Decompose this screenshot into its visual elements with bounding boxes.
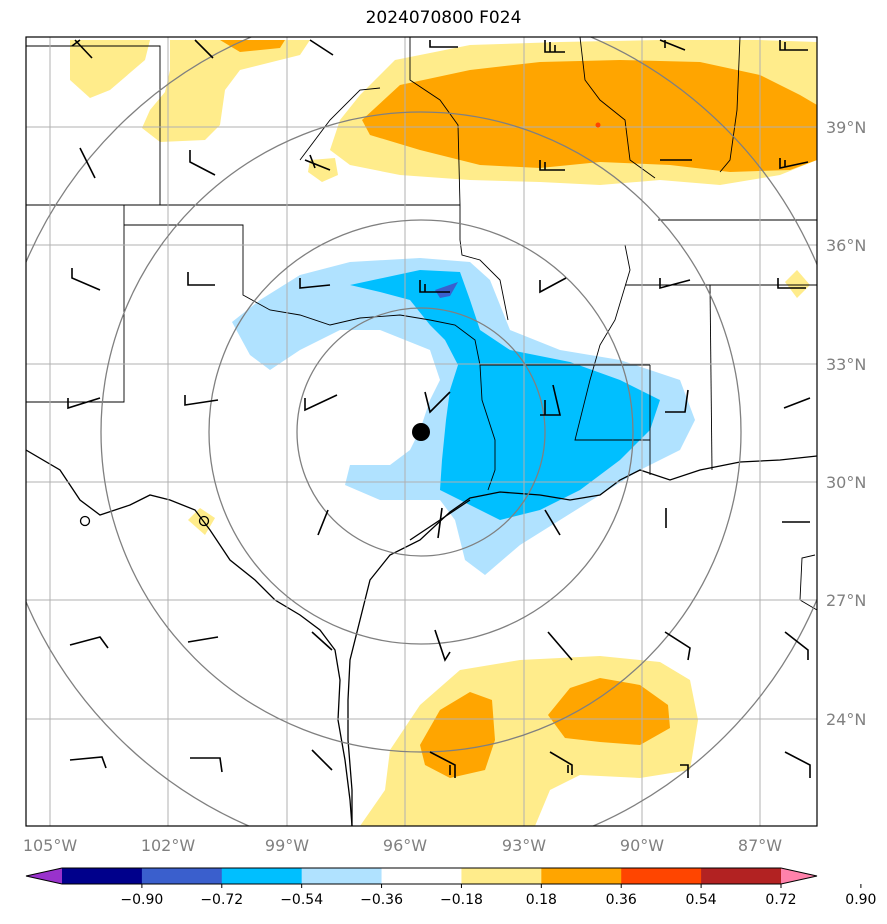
map-frame [25, 36, 818, 827]
colorbar-segment [301, 868, 383, 884]
lon-label: 87°W [738, 836, 782, 855]
lon-label: 96°W [383, 836, 427, 855]
wind-barbs [67, 39, 811, 778]
colorbar-tick-label: 0.54 [686, 892, 717, 908]
anomaly-region-central-blue [350, 270, 660, 520]
lat-labels: 39°N 36°N 33°N 30°N 27°N 24°N [826, 118, 866, 729]
colorbar-tick-label: 0.72 [765, 892, 796, 908]
lat-label: 27°N [826, 591, 866, 610]
lon-label: 99°W [265, 836, 309, 855]
lat-label: 39°N [826, 118, 866, 137]
colorbar-outline [25, 867, 818, 885]
lat-label: 33°N [826, 355, 866, 374]
colorbar-tick-label: −0.72 [200, 892, 243, 908]
colorbar-segment [461, 868, 542, 884]
colorbar-tick-label: 0.18 [526, 892, 557, 908]
lon-label: 105°W [23, 836, 78, 855]
colorbar: −0.90 −0.72 −0.54 −0.36 −0.18 0.18 0.36 0.54 0.7… [25, 867, 876, 908]
city-marker [79, 515, 91, 527]
colorbar-segment [62, 868, 143, 884]
lat-lon-grid [26, 37, 817, 826]
colorbar-tick-label: 0.36 [606, 892, 637, 908]
colorbar-tick-label: −0.54 [280, 892, 323, 908]
colorbar-segment [221, 868, 303, 884]
map-area [26, 37, 817, 826]
colorbar-extend-low [26, 868, 62, 884]
colorbar-tick-label: −0.90 [120, 892, 163, 908]
lon-labels: 105°W 102°W 99°W 96°W 93°W 90°W 87°W [23, 836, 782, 855]
center-marker [412, 423, 430, 441]
lon-label: 102°W [141, 836, 196, 855]
colorbar-tick-label: −0.36 [360, 892, 403, 908]
map-title: 2024070800 F024 [365, 8, 522, 28]
state-borders [26, 37, 817, 826]
small-red-dot [595, 122, 601, 128]
city-marker [198, 515, 210, 527]
anomaly-region-central-dark [435, 282, 458, 298]
range-rings [26, 37, 817, 826]
colorbar-segment [701, 868, 782, 884]
lon-label: 93°W [502, 836, 546, 855]
colorbar-segment [541, 868, 622, 884]
colorbar-tick-label: −0.18 [440, 892, 483, 908]
colorbar-extend-high [781, 868, 817, 884]
colorbar-segment [621, 868, 702, 884]
colorbar-tick-label: 0.90 [845, 892, 876, 908]
anomaly-region-south-orange2 [548, 678, 670, 745]
lat-label: 24°N [826, 710, 866, 729]
anomaly-region-nw2 [142, 40, 310, 142]
colorbar-segment [141, 868, 223, 884]
lat-label: 36°N [826, 236, 866, 255]
anomaly-region-north-orange [362, 60, 817, 172]
anomaly-region-nw1 [70, 40, 150, 98]
anomaly-region-small2 [785, 270, 810, 298]
lon-label: 90°W [620, 836, 664, 855]
lat-label: 30°N [826, 473, 866, 492]
colorbar-segment [381, 868, 462, 884]
